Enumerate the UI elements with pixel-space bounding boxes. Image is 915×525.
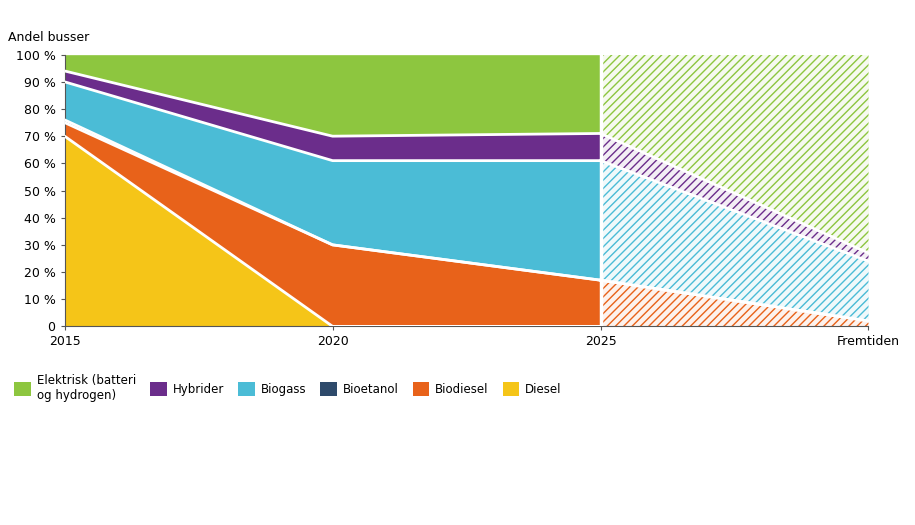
Legend: Elektrisk (batteri
og hydrogen), Hybrider, Biogass, Bioetanol, Biodiesel, Diesel: Elektrisk (batteri og hydrogen), Hybride… bbox=[15, 374, 562, 402]
Text: Andel busser: Andel busser bbox=[8, 31, 90, 44]
